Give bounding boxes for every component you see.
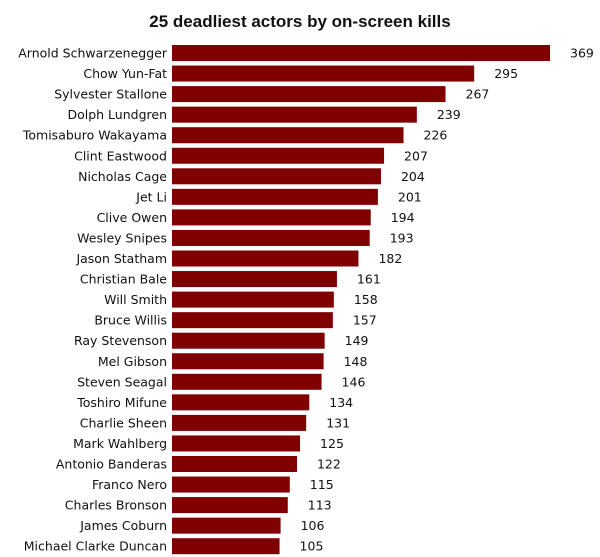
category-label: Mark Wahlberg: [73, 436, 167, 451]
bar: [172, 414, 307, 431]
value-label: 125: [320, 436, 344, 451]
bar: [172, 229, 370, 246]
category-label: Wesley Snipes: [77, 230, 167, 245]
category-label: Nicholas Cage: [78, 169, 167, 184]
bar: [172, 435, 301, 452]
bar: [172, 45, 550, 61]
value-label: 204: [401, 169, 425, 184]
value-label: 149: [345, 333, 369, 348]
category-label: Tomisaburo Wakayama: [22, 128, 167, 143]
bar: [172, 106, 417, 123]
bar: [172, 456, 297, 472]
bar: [172, 373, 322, 390]
category-label: Arnold Schwarzenegger: [18, 46, 168, 61]
bar: [172, 353, 324, 370]
value-label: 115: [310, 477, 334, 492]
value-label: 194: [391, 210, 415, 225]
value-label: 369: [570, 46, 594, 61]
category-label: Charles Bronson: [65, 498, 167, 513]
bar: [172, 476, 290, 493]
value-label: 113: [308, 498, 332, 513]
category-label: Steven Seagal: [77, 374, 167, 389]
value-label: 157: [353, 313, 377, 328]
category-labels: Arnold Schwarzenegger Chow Yun-Fat Sylvest…: [18, 46, 168, 554]
category-label: Clint Eastwood: [74, 148, 167, 163]
chart-title: 25 deadliest actors by on-screen kills: [149, 12, 451, 31]
category-label: Chow Yun-Fat: [83, 66, 167, 81]
category-label: Michael Clarke Duncan: [24, 539, 167, 554]
value-label: 148: [344, 354, 368, 369]
category-label: Clive Owen: [97, 210, 167, 225]
category-label: Will Smith: [104, 292, 167, 307]
category-label: Christian Bale: [80, 272, 167, 287]
category-label: Antonio Banderas: [56, 457, 167, 472]
bar: [172, 168, 381, 185]
value-labels: 369 295 267 239 226 207 204 201 194 193 182 161 158 1…: [300, 46, 594, 554]
bar: [172, 86, 446, 103]
value-label: 226: [424, 128, 448, 143]
value-label: 134: [329, 395, 353, 410]
bar: [172, 209, 371, 226]
category-label: Jet Li: [135, 189, 167, 204]
bar: [172, 147, 385, 164]
category-label: Franco Nero: [92, 477, 167, 492]
category-label: Sylvester Stallone: [54, 87, 167, 102]
value-label: 239: [437, 107, 461, 122]
bar: [172, 517, 281, 534]
bar: [172, 394, 310, 411]
value-label: 158: [354, 292, 378, 307]
value-label: 267: [466, 87, 490, 102]
category-label: Ray Stevenson: [74, 333, 167, 348]
bar: [172, 188, 378, 205]
bars-layer: [172, 45, 550, 555]
value-label: 105: [300, 539, 324, 554]
category-label: Charlie Sheen: [80, 415, 167, 430]
bar: [172, 312, 333, 329]
category-label: Bruce Willis: [94, 313, 167, 328]
bar: [172, 538, 280, 555]
category-label: Toshiro Mifune: [76, 395, 167, 410]
bar: [172, 127, 404, 144]
value-label: 207: [404, 148, 428, 163]
bar: [172, 332, 325, 349]
category-label: Dolph Lundgren: [67, 107, 167, 122]
value-label: 106: [301, 518, 325, 533]
value-label: 182: [378, 251, 402, 266]
value-label: 146: [342, 374, 366, 389]
category-label: Mel Gibson: [98, 354, 167, 369]
value-label: 122: [317, 457, 341, 472]
bar: [172, 291, 334, 308]
value-label: 161: [357, 272, 381, 287]
category-label: Jason Statham: [75, 251, 167, 266]
value-label: 193: [390, 230, 414, 245]
value-label: 295: [494, 66, 518, 81]
bar: [172, 497, 288, 514]
bar: [172, 271, 337, 288]
value-label: 131: [326, 415, 350, 430]
category-label: James Coburn: [79, 518, 167, 533]
bar: [172, 65, 475, 82]
bar: [172, 250, 359, 267]
value-label: 201: [398, 189, 422, 204]
